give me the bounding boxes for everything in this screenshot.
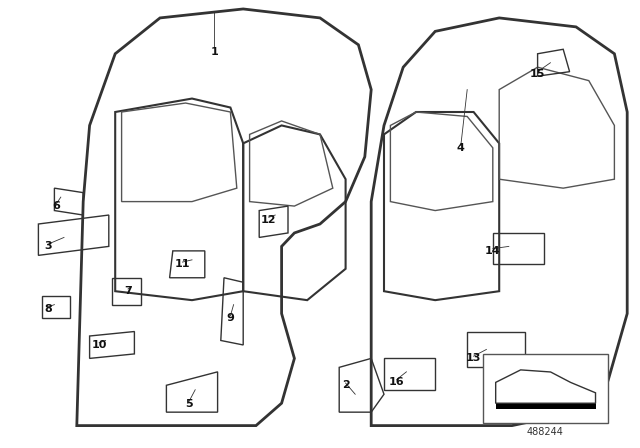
Text: 11: 11: [175, 259, 190, 269]
Bar: [483, 354, 608, 423]
Text: 4: 4: [457, 143, 465, 153]
Text: 14: 14: [485, 246, 500, 256]
Bar: [495, 403, 595, 409]
Text: 7: 7: [124, 286, 132, 296]
Text: 13: 13: [466, 353, 481, 363]
Text: 2: 2: [342, 380, 349, 390]
Text: 16: 16: [389, 377, 404, 387]
Text: 9: 9: [227, 313, 234, 323]
Text: 5: 5: [185, 399, 193, 409]
Text: 6: 6: [52, 201, 60, 211]
Text: 8: 8: [44, 304, 52, 314]
Text: 15: 15: [530, 69, 545, 79]
Text: 1: 1: [211, 47, 218, 56]
Text: 3: 3: [44, 241, 52, 251]
Text: 488244: 488244: [527, 427, 564, 437]
Text: 12: 12: [261, 215, 276, 224]
Text: 10: 10: [92, 340, 107, 350]
